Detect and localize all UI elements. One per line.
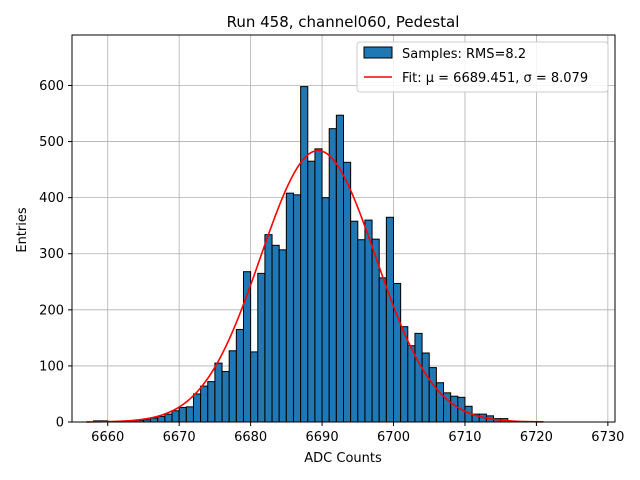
x-tick-label: 6710 bbox=[448, 430, 481, 445]
y-axis-label: Entries bbox=[15, 207, 30, 253]
histogram-bar bbox=[435, 382, 445, 423]
histogram-bar bbox=[150, 417, 159, 423]
histogram-bar bbox=[264, 234, 273, 423]
histogram-bar bbox=[421, 352, 430, 423]
histogram-bar bbox=[357, 239, 366, 423]
histogram-bar bbox=[407, 345, 416, 423]
histogram-bar bbox=[178, 406, 187, 423]
y-tick-label: 600 bbox=[39, 79, 64, 94]
y-axis-ticks: 0 100 200 300 400 500 600 bbox=[39, 79, 72, 431]
x-tick-label: 6700 bbox=[377, 430, 410, 445]
histogram-bar bbox=[164, 413, 173, 423]
y-tick-label: 300 bbox=[39, 247, 64, 262]
histogram-bar bbox=[221, 371, 230, 423]
plot-frame bbox=[71, 34, 616, 423]
histogram-bar bbox=[428, 367, 437, 423]
histogram-bar bbox=[300, 86, 309, 423]
fit-curve bbox=[86, 149, 544, 423]
histogram-bar bbox=[314, 148, 323, 423]
histogram-bar bbox=[321, 197, 330, 423]
histogram-bar bbox=[235, 328, 244, 423]
x-tick-label: 6680 bbox=[234, 430, 267, 445]
x-axis-ticks: 6660 6670 6680 6690 6700 6710 6720 6730 bbox=[91, 422, 624, 445]
histogram-bars bbox=[92, 86, 509, 423]
histogram-bar bbox=[364, 219, 373, 423]
histogram-bar bbox=[414, 332, 423, 423]
histogram-bar bbox=[393, 282, 402, 423]
histogram-bar bbox=[450, 395, 459, 423]
y-tick-label: 0 bbox=[56, 416, 64, 431]
histogram-bar bbox=[271, 244, 280, 423]
histogram-bar bbox=[292, 194, 302, 423]
legend-swatch-samples bbox=[363, 46, 393, 59]
y-tick-label: 500 bbox=[39, 135, 64, 150]
histogram-bar bbox=[378, 277, 387, 423]
x-tick-label: 6730 bbox=[591, 430, 624, 445]
histogram-bar bbox=[307, 160, 316, 423]
histogram-bar bbox=[335, 114, 344, 423]
histogram-bar bbox=[328, 128, 337, 423]
histogram-bar bbox=[278, 249, 287, 423]
x-tick-label: 6670 bbox=[163, 430, 196, 445]
y-tick-label: 400 bbox=[39, 191, 64, 206]
histogram-bar bbox=[343, 161, 352, 423]
histogram-bar bbox=[207, 381, 216, 423]
histogram-bar bbox=[200, 385, 209, 423]
histogram-bar bbox=[192, 393, 202, 423]
histogram-bar bbox=[257, 272, 266, 423]
histogram-bar bbox=[214, 362, 223, 423]
y-tick-label: 100 bbox=[39, 359, 64, 374]
histogram-bar bbox=[385, 216, 395, 423]
histogram-bar bbox=[157, 415, 166, 423]
x-axis-label: ADC Counts bbox=[304, 451, 382, 466]
legend: Samples: RMS=8.2 Fit: μ = 6689.451, σ = … bbox=[356, 41, 609, 93]
x-tick-label: 6720 bbox=[520, 430, 553, 445]
histogram-bar bbox=[171, 410, 180, 423]
y-tick-label: 200 bbox=[39, 303, 64, 318]
fit-curve-group bbox=[86, 149, 544, 423]
legend-label-samples: Samples: RMS=8.2 bbox=[402, 47, 526, 62]
legend-label-fit: Fit: μ = 6689.451, σ = 8.079 bbox=[402, 71, 588, 86]
histogram-bar bbox=[185, 406, 194, 423]
histogram-bar bbox=[250, 351, 259, 423]
histogram-bar bbox=[371, 238, 380, 423]
histogram-bar bbox=[350, 220, 359, 423]
legend-box bbox=[356, 41, 609, 93]
x-tick-label: 6660 bbox=[91, 430, 124, 445]
histogram-bar bbox=[285, 192, 294, 423]
chart-title: Run 458, channel060, Pedestal bbox=[227, 13, 460, 31]
histogram-bar bbox=[400, 326, 409, 423]
x-tick-label: 6690 bbox=[306, 430, 339, 445]
histogram-bar bbox=[228, 350, 237, 423]
